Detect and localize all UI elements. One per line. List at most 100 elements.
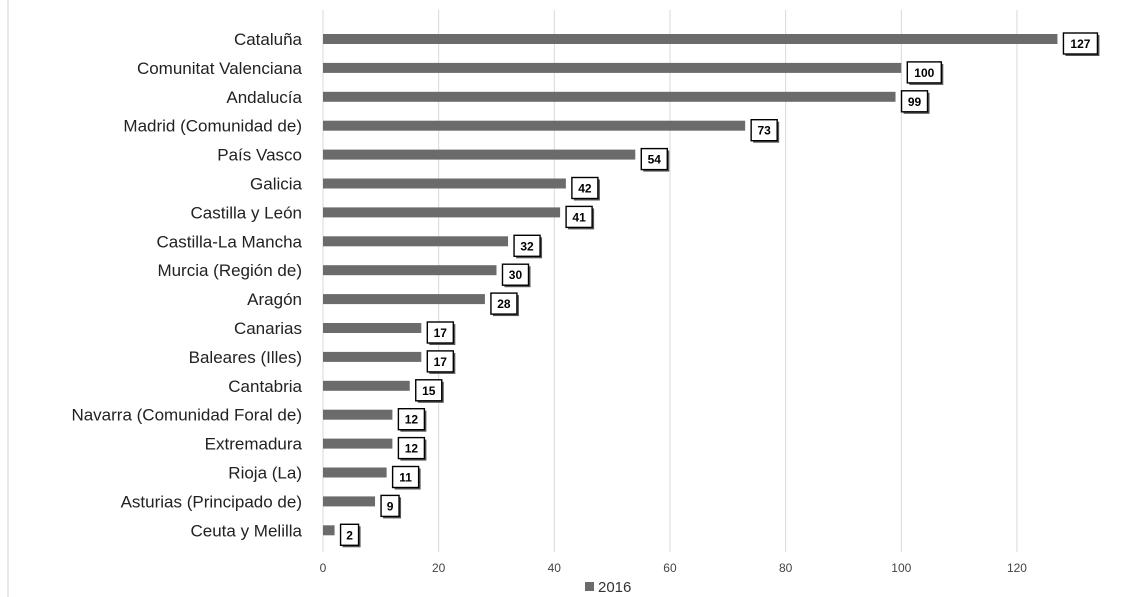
data-label-text: 28 <box>497 297 511 311</box>
data-label: 11 <box>391 465 421 490</box>
bar <box>323 467 387 478</box>
legend: 2016 <box>585 579 631 596</box>
data-label: 100 <box>906 61 944 85</box>
bar <box>323 91 896 102</box>
x-tick-label: 20 <box>432 561 446 575</box>
data-label: 73 <box>750 118 780 143</box>
bar <box>323 236 509 247</box>
data-label: 15 <box>415 379 444 403</box>
data-label-text: 12 <box>405 413 419 427</box>
gridlines <box>322 10 1018 552</box>
bar <box>323 34 1058 44</box>
category-label: Comunitat Valenciana <box>137 59 303 78</box>
data-label: 54 <box>640 147 670 172</box>
bar <box>323 438 393 449</box>
category-label: Ceuta y Melilla <box>191 521 303 540</box>
data-label-box <box>426 350 455 373</box>
data-label: 42 <box>571 176 600 201</box>
bars <box>323 34 1058 536</box>
x-tick-label: 80 <box>779 561 793 575</box>
bar <box>323 149 636 160</box>
category-label: Castilla y León <box>190 203 302 222</box>
data-label: 30 <box>501 263 531 288</box>
bar <box>323 496 376 507</box>
legend-swatch <box>585 582 594 591</box>
category-label: Murcia (Región de) <box>157 261 302 280</box>
data-label-box <box>906 61 942 84</box>
bar <box>323 62 902 73</box>
data-label-box <box>391 465 420 489</box>
data-label: 9 <box>380 494 402 519</box>
data-label: 99 <box>900 90 930 114</box>
x-tick-label: 60 <box>663 561 677 575</box>
data-label: 41 <box>565 205 595 230</box>
bar <box>323 207 561 218</box>
data-label: 32 <box>513 234 543 259</box>
data-label-text: 17 <box>434 326 448 340</box>
category-label: Aragón <box>247 290 302 309</box>
data-label-box <box>571 176 599 200</box>
bar <box>323 323 422 333</box>
data-label-box <box>397 408 426 431</box>
bar <box>323 178 566 189</box>
x-tick-label: 0 <box>320 561 327 575</box>
bar <box>323 120 746 131</box>
data-label-text: 9 <box>387 499 394 513</box>
data-label-text: 41 <box>572 210 586 224</box>
bar <box>323 525 335 536</box>
category-label: Galicia <box>250 175 303 194</box>
data-label: 12 <box>397 408 427 432</box>
data-label-text: 42 <box>578 182 592 196</box>
data-label-text: 32 <box>520 239 534 253</box>
bar <box>323 294 485 305</box>
category-label: Baleares (Illes) <box>189 348 302 367</box>
data-label: 17 <box>426 321 456 345</box>
x-tick-label: 40 <box>548 561 562 575</box>
category-labels: Cataluña Comunitat Valenciana Andalucía Mad… <box>71 30 302 540</box>
data-label-text: 99 <box>908 95 922 109</box>
data-label-text: 54 <box>648 153 662 167</box>
data-label: 2 <box>339 523 361 548</box>
bar <box>323 380 410 391</box>
data-label-box <box>397 436 426 460</box>
category-label: Asturias (Principado de) <box>121 492 302 511</box>
data-label-text: 30 <box>509 268 523 282</box>
data-label: 12 <box>397 436 427 461</box>
bar <box>323 409 393 420</box>
category-label: Madrid (Comunidad de) <box>123 117 302 136</box>
data-label: 28 <box>490 292 519 317</box>
x-tick-label: 120 <box>1007 561 1027 575</box>
data-label-box <box>426 321 455 344</box>
data-label: 127 <box>1062 32 1100 56</box>
data-label-text: 73 <box>757 124 771 138</box>
data-label-box <box>513 234 541 258</box>
category-label: Canarias <box>234 319 302 338</box>
data-label-box <box>415 379 443 402</box>
data-label-box <box>640 147 668 171</box>
x-tick-label: 100 <box>891 561 911 575</box>
data-label-text: 12 <box>405 442 419 456</box>
category-label: Extremadura <box>205 435 303 454</box>
data-label-text: 17 <box>434 355 448 369</box>
data-label-text: 11 <box>399 471 412 485</box>
data-label-box <box>501 263 530 286</box>
category-label: Cataluña <box>234 30 303 49</box>
category-label: Navarra (Comunidad Foral de) <box>71 406 302 425</box>
data-label-text: 100 <box>914 66 934 80</box>
category-label: Andalucía <box>226 88 302 107</box>
data-label: 17 <box>426 350 456 374</box>
data-label-box <box>339 523 360 546</box>
bar <box>323 351 422 362</box>
data-label-box <box>1062 32 1099 55</box>
data-labels: 127 100 99 73 54 42 41 32 30 28 17 17 15 12 12 11 9 2 <box>339 32 1100 548</box>
bar <box>323 265 497 276</box>
data-label-box <box>380 494 400 518</box>
data-label-text: 15 <box>422 384 436 398</box>
data-label-box <box>565 205 593 229</box>
data-label-box <box>490 292 518 315</box>
data-label-box <box>750 118 778 142</box>
category-label: Castilla-La Mancha <box>156 232 302 251</box>
data-label-text: 127 <box>1070 37 1090 51</box>
x-axis-ticks: 0204060801001201 <box>320 561 1028 575</box>
